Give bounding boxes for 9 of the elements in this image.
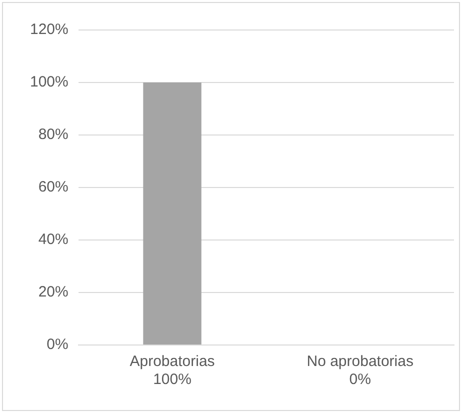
y-tick-label: 100%	[30, 74, 68, 91]
x-tick-label: Aprobatorias 100%	[130, 353, 215, 388]
y-tick-label: 40%	[38, 231, 68, 248]
y-tick-label: 80%	[38, 126, 68, 144]
y-tick-label: 60%	[38, 178, 68, 196]
x-tick-label: No aprobatorias 0%	[306, 353, 414, 388]
y-tick-label: 20%	[38, 284, 68, 301]
y-tick-label: 120%	[30, 21, 68, 38]
y-tick-label: 0%	[46, 336, 68, 354]
